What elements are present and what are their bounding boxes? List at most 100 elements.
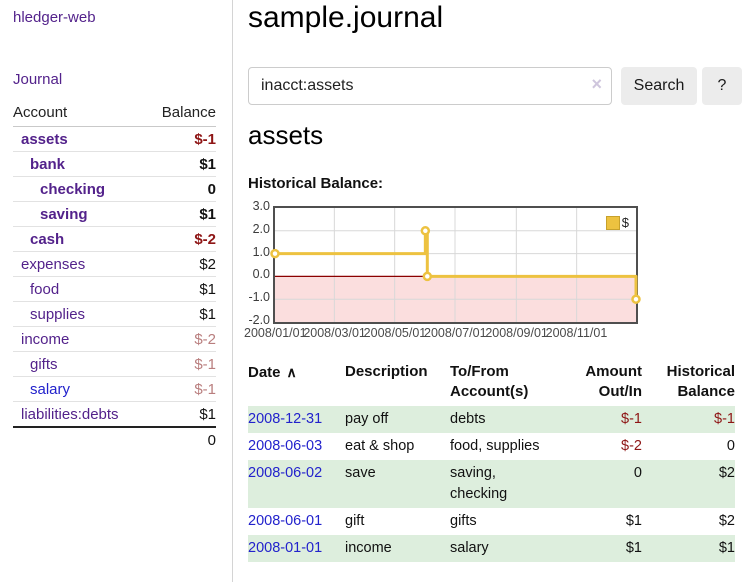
account-balance: $2 (147, 251, 216, 277)
clear-search-icon[interactable]: × (591, 74, 602, 94)
register-amount-cell: $1 (625, 513, 642, 529)
account-name-cell: saving (13, 201, 148, 227)
y-axis-tick-label: -1.0 (248, 290, 270, 305)
register-body: 2008-12-31 pay off debts $-1 $-1 2008-06-03 ea… (248, 406, 735, 562)
account-row: food $1 (13, 276, 216, 302)
register-table: Date ∧ Description To/From Account(s) Amount O… (248, 362, 735, 562)
balance-column-header: Balance (147, 102, 216, 127)
y-axis-tick-label: 2.0 (252, 221, 270, 236)
account-total-row: 0 (13, 426, 216, 452)
y-axis-tick-label: 3.0 (252, 199, 270, 213)
account-link[interactable]: salary (30, 380, 71, 398)
register-row: 2008-06-03 eat & shop food, supplies $-2 0 (248, 433, 735, 460)
register-accounts-cell: saving, checking (450, 460, 572, 508)
register-amount-cell: $1 (572, 535, 642, 562)
account-link[interactable]: saving (40, 205, 88, 223)
account-link[interactable]: liabilities:debts (21, 405, 119, 423)
account-name-cell: income (13, 326, 148, 352)
register-date-link[interactable]: 2008-06-03 (248, 438, 323, 454)
register-description-cell: save (345, 460, 450, 508)
account-name-cell: supplies (13, 301, 148, 327)
account-link[interactable]: gifts (30, 355, 58, 373)
register-column-header: To/From Account(s) (450, 363, 529, 400)
register-column-header: Amount Out/In (585, 363, 642, 400)
account-balance: $-1 (147, 351, 216, 377)
register-accounts-cell: food, supplies (450, 438, 540, 454)
y-axis-tick-label: 1.0 (252, 244, 270, 259)
account-balance: $1 (147, 151, 216, 177)
account-link[interactable]: expenses (21, 255, 86, 273)
register-row: 2008-06-01 gift gifts $1 $2 (248, 508, 735, 535)
x-axis-tick-label: 2008/05/01 (363, 326, 427, 340)
register-amount-cell: 0 (572, 460, 642, 508)
register-date-link[interactable]: 2008-06-02 (248, 465, 323, 481)
x-axis-tick-label: 2008/01/01 (244, 326, 307, 340)
account-row: cash $-2 (13, 226, 216, 252)
register-column-header[interactable]: Date ∧ (248, 364, 297, 381)
search-input[interactable] (248, 67, 612, 105)
account-row: bank $1 (13, 151, 216, 177)
nav-journal-link[interactable]: Journal (13, 71, 63, 88)
balance-chart-svg (270, 208, 641, 322)
account-link[interactable]: food (30, 280, 60, 298)
chart-title: Historical Balance: (248, 175, 384, 192)
balance-chart: 3.0 2.0 1.0 0.0 -1.0 -2.0 $ 2008/01/01 2008/03… (244, 198, 668, 346)
account-name-cell: cash (13, 226, 148, 252)
account-tree-table: Account Balance assets $-1 bank $1 checking 0… (13, 102, 216, 452)
sidebar: hledger-web Journal Account Balance asse… (0, 0, 233, 582)
page-title: sample.journal (248, 1, 444, 34)
main-content: sample.journal × Search ? assets Histori… (234, 0, 742, 582)
account-link[interactable]: income (21, 330, 70, 348)
account-row: expenses $2 (13, 251, 216, 277)
sort-ascending-icon: ∧ (286, 364, 297, 380)
account-link[interactable]: bank (30, 155, 66, 173)
register-date-link[interactable]: 2008-06-01 (248, 513, 323, 529)
legend-label: $ (621, 215, 629, 230)
chart-plot: $ (270, 206, 641, 324)
account-balance: $-1 (147, 376, 216, 402)
y-axis-tick-label: 0.0 (252, 267, 270, 282)
x-axis-tick-label: 2008/03/01 (303, 326, 366, 340)
account-column-header: Account (13, 102, 148, 127)
register-row: 2008-12-31 pay off debts $-1 $-1 (248, 406, 735, 433)
search-form: × Search ? (248, 67, 742, 105)
account-tree-body: assets $-1 bank $1 checking 0 saving $1 cash $-2 e… (13, 126, 216, 428)
y-axis-tick-label: -2.0 (248, 313, 270, 327)
account-row: supplies $1 (13, 301, 216, 327)
register-date-cell: 2008-12-31 (248, 406, 345, 433)
account-balance: $1 (147, 276, 216, 302)
account-balance: $-1 (147, 126, 216, 152)
register-date-link[interactable]: 2008-01-01 (248, 540, 323, 556)
account-link[interactable]: supplies (30, 305, 86, 323)
search-button[interactable]: Search (621, 67, 697, 105)
account-row: assets $-1 (13, 126, 216, 152)
register-row: 2008-01-01 income salary $1 $1 (248, 535, 735, 562)
register-description-cell: gift (345, 513, 365, 529)
register-amount-cell: $-2 (621, 438, 642, 454)
account-name-cell: checking (13, 176, 148, 202)
chart-legend: $ (605, 215, 629, 230)
x-axis-tick-label: 2008/09/01 (485, 326, 548, 340)
register-header-row: Date ∧ Description To/From Account(s) Amount O… (248, 362, 735, 406)
register-balance-cell: $2 (718, 513, 735, 529)
x-axis-tick-label: 2008/07/01 (424, 326, 487, 340)
account-row: gifts $-1 (13, 351, 216, 377)
account-name-cell: assets (13, 126, 148, 152)
account-link[interactable]: assets (21, 130, 68, 148)
account-name-cell: gifts (13, 351, 148, 377)
help-button[interactable]: ? (702, 67, 742, 105)
account-row: salary $-1 (13, 376, 216, 402)
register-date-cell: 2008-06-03 (248, 433, 345, 460)
legend-swatch-icon (605, 215, 620, 230)
account-link[interactable]: cash (30, 230, 65, 248)
account-row: liabilities:debts $1 (13, 402, 216, 428)
account-heading: assets (248, 120, 324, 150)
brand-link[interactable]: hledger-web (13, 9, 96, 26)
account-name-cell: expenses (13, 251, 148, 277)
account-link[interactable]: checking (40, 180, 106, 198)
register-date-link[interactable]: 2008-12-31 (248, 411, 323, 427)
register-date-cell: 2008-06-01 (248, 508, 345, 535)
register-balance-cell: $2 (642, 460, 735, 508)
register-description-cell: eat & shop (345, 438, 415, 454)
register-balance-cell: 0 (726, 438, 735, 454)
